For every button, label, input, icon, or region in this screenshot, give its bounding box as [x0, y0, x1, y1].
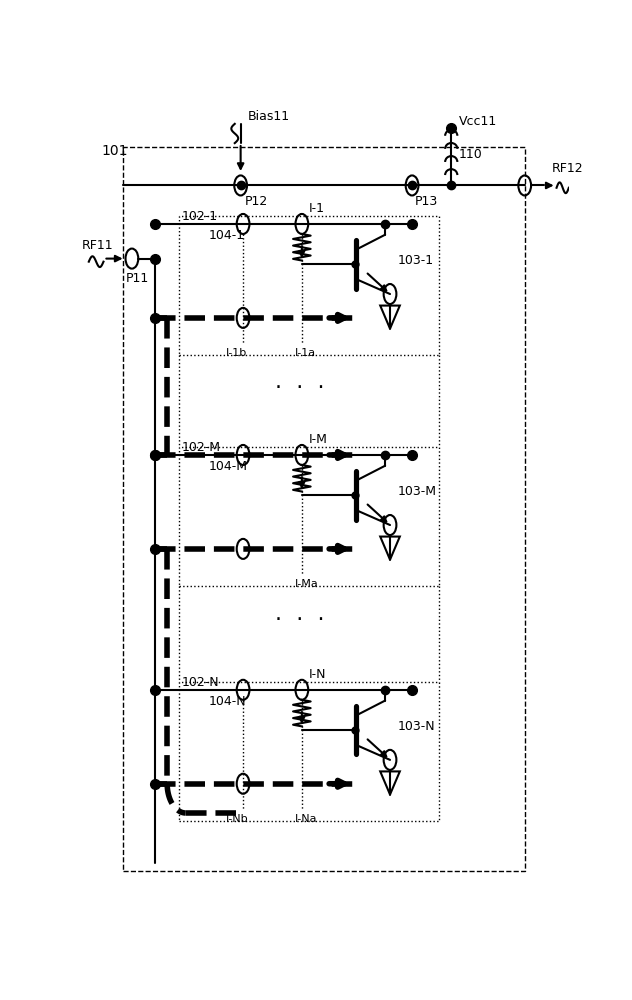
- Text: I-1a: I-1a: [295, 348, 315, 358]
- Text: ·  ·  ·: · · ·: [275, 378, 324, 398]
- Text: P12: P12: [245, 195, 268, 208]
- Text: RF11: RF11: [82, 239, 113, 252]
- Text: I-Nb: I-Nb: [226, 814, 248, 824]
- Text: 101: 101: [101, 144, 128, 158]
- Bar: [123, 147, 525, 871]
- Bar: [179, 447, 439, 586]
- Text: I-N: I-N: [309, 668, 327, 681]
- Text: 104-1: 104-1: [209, 229, 245, 242]
- Text: I-1: I-1: [309, 202, 325, 215]
- Bar: [179, 216, 439, 355]
- Text: P11: P11: [126, 272, 149, 285]
- Text: 103-M: 103-M: [398, 485, 436, 498]
- Text: Bias11: Bias11: [248, 110, 290, 123]
- Text: 110: 110: [459, 148, 482, 161]
- Text: 103-1: 103-1: [398, 254, 434, 267]
- Text: Vcc11: Vcc11: [459, 115, 497, 128]
- Text: 102-N: 102-N: [182, 676, 219, 689]
- Bar: [179, 682, 439, 821]
- Text: I-1b: I-1b: [226, 348, 247, 358]
- Text: P13: P13: [415, 195, 438, 208]
- Text: RF12: RF12: [552, 162, 583, 175]
- Text: 104-M: 104-M: [209, 460, 248, 473]
- Text: 102-M: 102-M: [182, 441, 221, 454]
- Text: I-Ma: I-Ma: [295, 579, 319, 589]
- Text: 103-N: 103-N: [398, 720, 435, 733]
- Text: 104-N: 104-N: [209, 695, 246, 708]
- Text: ·  ·  ·: · · ·: [275, 610, 324, 631]
- Text: 102-1: 102-1: [182, 210, 218, 223]
- Text: I-Na: I-Na: [295, 814, 317, 824]
- Text: I-M: I-M: [309, 433, 328, 446]
